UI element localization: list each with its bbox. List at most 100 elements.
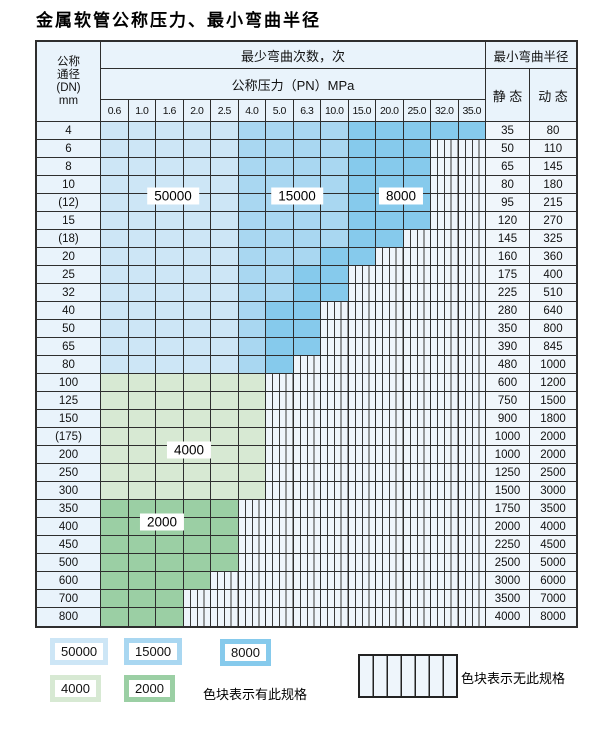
zone-cell-15000	[266, 266, 294, 284]
dynamic-radius-cell: 845	[530, 338, 576, 356]
zone-cell-15000	[266, 122, 294, 140]
zone-cell-none	[348, 446, 376, 464]
dn-cell: 40	[37, 302, 101, 320]
zone-cell-50000	[128, 230, 156, 248]
zone-cell-none	[458, 464, 486, 482]
zone-cell-2000	[183, 554, 211, 572]
zone-cell-none	[348, 410, 376, 428]
zone-cell-none	[403, 302, 431, 320]
static-radius-cell: 3000	[486, 572, 530, 590]
zone-cell-15000	[321, 176, 349, 194]
zone-cell-50000	[128, 122, 156, 140]
zone-cell-4000	[211, 392, 239, 410]
pressure-header: 公称压力（PN）MPa	[101, 69, 486, 100]
zone-cell-50000	[211, 338, 239, 356]
zone-cell-15000	[293, 248, 321, 266]
table-row: 450 2250 4500	[37, 536, 576, 554]
dn-cell: 4	[37, 122, 101, 140]
dynamic-header: 动 态	[530, 69, 576, 122]
zone-cell-none	[403, 554, 431, 572]
zone-cell-none	[293, 374, 321, 392]
zone-cell-none	[403, 590, 431, 608]
zone-cell-15000	[321, 122, 349, 140]
zone-cell-none	[403, 230, 431, 248]
zone-cell-4000	[238, 482, 266, 500]
zone-cell-4000	[101, 482, 129, 500]
zone-cell-none	[238, 518, 266, 536]
zone-cell-none	[458, 608, 486, 626]
zone-cell-none	[293, 392, 321, 410]
dn-cell: 15	[37, 212, 101, 230]
zone-cell-8000	[266, 356, 294, 374]
zone-cell-4000	[211, 482, 239, 500]
zone-cell-50000	[101, 140, 129, 158]
zone-cell-8000	[293, 284, 321, 302]
zone-cell-none	[376, 518, 404, 536]
zone-cell-none	[293, 428, 321, 446]
zone-cell-none	[431, 248, 459, 266]
dynamic-radius-cell: 4500	[530, 536, 576, 554]
dynamic-radius-cell: 1800	[530, 410, 576, 428]
zone-cell-50000	[128, 212, 156, 230]
zone-cell-50000	[211, 356, 239, 374]
legend-chip-50000: 50000	[50, 638, 109, 665]
table-row: 6 50 110	[37, 140, 576, 158]
zone-cell-50000	[183, 248, 211, 266]
zone-cell-15000	[238, 158, 266, 176]
dynamic-radius-cell: 1200	[530, 374, 576, 392]
zone-cell-4000	[156, 482, 184, 500]
zone-cell-none	[266, 536, 294, 554]
zone-cell-none	[458, 248, 486, 266]
static-radius-cell: 50	[486, 140, 530, 158]
zone-cell-none	[348, 428, 376, 446]
zone-cell-none	[403, 248, 431, 266]
zone-cell-none	[431, 536, 459, 554]
zone-cell-15000	[266, 140, 294, 158]
table-row: 15 120 270	[37, 212, 576, 230]
zone-cell-4000	[101, 446, 129, 464]
zone-cell-none	[348, 374, 376, 392]
legend-chip-label: 2000	[129, 680, 170, 697]
legend-chip-4000: 4000	[50, 675, 101, 702]
dynamic-radius-cell: 510	[530, 284, 576, 302]
zone-cell-none	[458, 158, 486, 176]
zone-cell-50000	[211, 158, 239, 176]
zone-cell-50000	[101, 248, 129, 266]
zone-cell-15000	[321, 194, 349, 212]
zone-cell-50000	[183, 320, 211, 338]
dn-cell: 200	[37, 446, 101, 464]
zone-cell-none	[266, 518, 294, 536]
zone-cell-4000	[183, 410, 211, 428]
dn-cell: 450	[37, 536, 101, 554]
zone-cell-8000	[348, 194, 376, 212]
zone-cell-none	[403, 428, 431, 446]
zone-cell-50000	[128, 248, 156, 266]
dn-cell: (18)	[37, 230, 101, 248]
zone-cell-50000	[183, 212, 211, 230]
table-row: 350 1750 3500	[37, 500, 576, 518]
zone-cell-4000	[128, 482, 156, 500]
pn-column-header: 4.0	[238, 100, 266, 122]
zone-cell-none	[348, 266, 376, 284]
zone-cell-none	[321, 482, 349, 500]
table-row: 20 160 360	[37, 248, 576, 266]
zone-cell-none	[293, 464, 321, 482]
zone-cell-none	[458, 446, 486, 464]
zone-cell-none	[376, 608, 404, 626]
zone-cell-50000	[128, 284, 156, 302]
zone-cell-8000	[293, 266, 321, 284]
zone-cell-none	[321, 302, 349, 320]
zone-cell-8000	[431, 122, 459, 140]
legend-no-spec-swatch	[358, 654, 458, 698]
zone-cell-8000	[458, 122, 486, 140]
static-radius-cell: 145	[486, 230, 530, 248]
pn-column-header: 2.0	[183, 100, 211, 122]
zone-cell-none	[293, 590, 321, 608]
zone-cell-none	[376, 500, 404, 518]
zone-cell-none	[431, 230, 459, 248]
zone-cell-15000	[238, 194, 266, 212]
legend-chip-label: 15000	[129, 643, 178, 660]
zone-cell-50000	[211, 194, 239, 212]
zone-cell-none	[458, 140, 486, 158]
zone-cell-50000	[156, 230, 184, 248]
